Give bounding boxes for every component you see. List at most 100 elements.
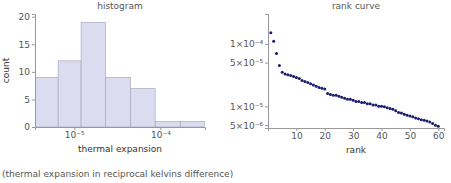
point bbox=[315, 85, 318, 88]
point bbox=[309, 82, 312, 85]
point bbox=[411, 115, 414, 118]
y-axis: 0 5 10 15 20 bbox=[19, 12, 36, 132]
point bbox=[295, 76, 298, 79]
point bbox=[298, 77, 301, 80]
point bbox=[394, 109, 397, 112]
tick: 50 bbox=[405, 128, 417, 141]
x-axis: 10⁻⁵ 10⁻⁴ bbox=[36, 127, 206, 140]
tick-label: 10⁻⁴ bbox=[151, 130, 171, 140]
point bbox=[360, 101, 363, 104]
tick: 5×10⁻⁵ bbox=[230, 58, 268, 68]
point bbox=[340, 96, 343, 99]
x-axis: 10 20 30 40 50 60 bbox=[269, 128, 445, 141]
tick-label: 1×10⁻⁵ bbox=[230, 102, 263, 112]
point bbox=[281, 71, 284, 74]
tick-mark bbox=[32, 99, 35, 100]
title: rank curve bbox=[332, 1, 381, 11]
axis-line bbox=[265, 15, 269, 129]
point bbox=[369, 102, 372, 105]
tick-label: 15 bbox=[19, 40, 30, 50]
point bbox=[383, 105, 386, 108]
point bbox=[355, 100, 358, 103]
chart: 10⁻⁵ 10⁻⁴ 0 5 10 15 20 histogram thermal expansi… bbox=[1, 1, 206, 154]
marks bbox=[35, 22, 205, 127]
point bbox=[434, 124, 437, 127]
marks bbox=[269, 31, 439, 127]
point bbox=[326, 92, 329, 95]
point bbox=[374, 104, 377, 107]
tick-label: 20 bbox=[19, 12, 31, 22]
bar bbox=[105, 77, 130, 127]
tick: 30 bbox=[348, 128, 360, 141]
bar bbox=[81, 22, 105, 127]
point bbox=[377, 105, 380, 108]
point bbox=[343, 97, 346, 100]
point bbox=[349, 98, 352, 101]
tick-label: 0 bbox=[24, 122, 30, 132]
point bbox=[417, 117, 420, 120]
point bbox=[431, 122, 434, 125]
x-axis-title: rank bbox=[346, 145, 367, 155]
point bbox=[320, 87, 323, 90]
point bbox=[363, 101, 366, 104]
tick-mark bbox=[32, 44, 35, 45]
chart-canvas: 10⁻⁵ 10⁻⁴ 0 5 10 15 20 histogram thermal expansi… bbox=[0, 0, 451, 183]
tick-mark bbox=[265, 63, 268, 64]
bar bbox=[180, 121, 205, 127]
tick-label: 10 bbox=[19, 67, 31, 77]
point bbox=[425, 120, 428, 123]
tick: 60 bbox=[433, 128, 445, 141]
point bbox=[272, 40, 275, 43]
tick-mark bbox=[265, 125, 268, 126]
point bbox=[301, 79, 304, 82]
point bbox=[318, 86, 321, 89]
tick: 5 bbox=[24, 95, 35, 105]
bar bbox=[130, 88, 155, 127]
tick-mark bbox=[32, 127, 35, 128]
point bbox=[346, 98, 349, 101]
bar bbox=[155, 121, 180, 127]
title: histogram bbox=[97, 1, 143, 11]
tick-mark bbox=[265, 106, 268, 107]
tick: 15 bbox=[19, 40, 35, 50]
point bbox=[437, 125, 440, 128]
x-axis-title: thermal expansion bbox=[78, 144, 162, 154]
point bbox=[292, 75, 295, 78]
tick-label: 30 bbox=[348, 131, 360, 141]
point bbox=[389, 107, 392, 110]
tick: 10⁻⁴ bbox=[151, 127, 171, 140]
point bbox=[269, 31, 272, 34]
y-axis-title: count bbox=[1, 57, 11, 83]
point bbox=[289, 74, 292, 77]
point bbox=[414, 117, 417, 120]
chart: 1020304050605×10⁻⁶1×10⁻⁵5×10⁻⁵1×10⁻⁴rank… bbox=[230, 1, 445, 155]
point bbox=[312, 83, 315, 86]
tick: 10⁻⁵ bbox=[65, 127, 85, 140]
tick-label: 10 bbox=[291, 131, 303, 141]
axis-line bbox=[32, 15, 36, 128]
point bbox=[366, 102, 369, 105]
point bbox=[372, 104, 375, 107]
point bbox=[403, 113, 406, 116]
tick: 1×10⁻⁵ bbox=[230, 102, 268, 112]
point bbox=[357, 100, 360, 103]
point bbox=[306, 81, 309, 84]
point bbox=[323, 87, 326, 90]
point bbox=[286, 73, 289, 76]
axis-line bbox=[36, 128, 206, 131]
point bbox=[278, 64, 281, 67]
bar bbox=[58, 61, 81, 127]
point bbox=[408, 115, 411, 118]
point bbox=[335, 94, 338, 97]
tick-label: 5×10⁻⁵ bbox=[230, 58, 263, 68]
point bbox=[397, 111, 400, 114]
tick: 20 bbox=[320, 128, 332, 141]
tick: 20 bbox=[19, 12, 35, 22]
tick: 5×10⁻⁶ bbox=[230, 121, 268, 131]
tick-label: 40 bbox=[376, 131, 388, 141]
point bbox=[275, 52, 278, 55]
tick-label: 50 bbox=[405, 131, 417, 141]
point bbox=[329, 93, 332, 96]
point bbox=[332, 94, 335, 97]
point bbox=[352, 99, 355, 102]
